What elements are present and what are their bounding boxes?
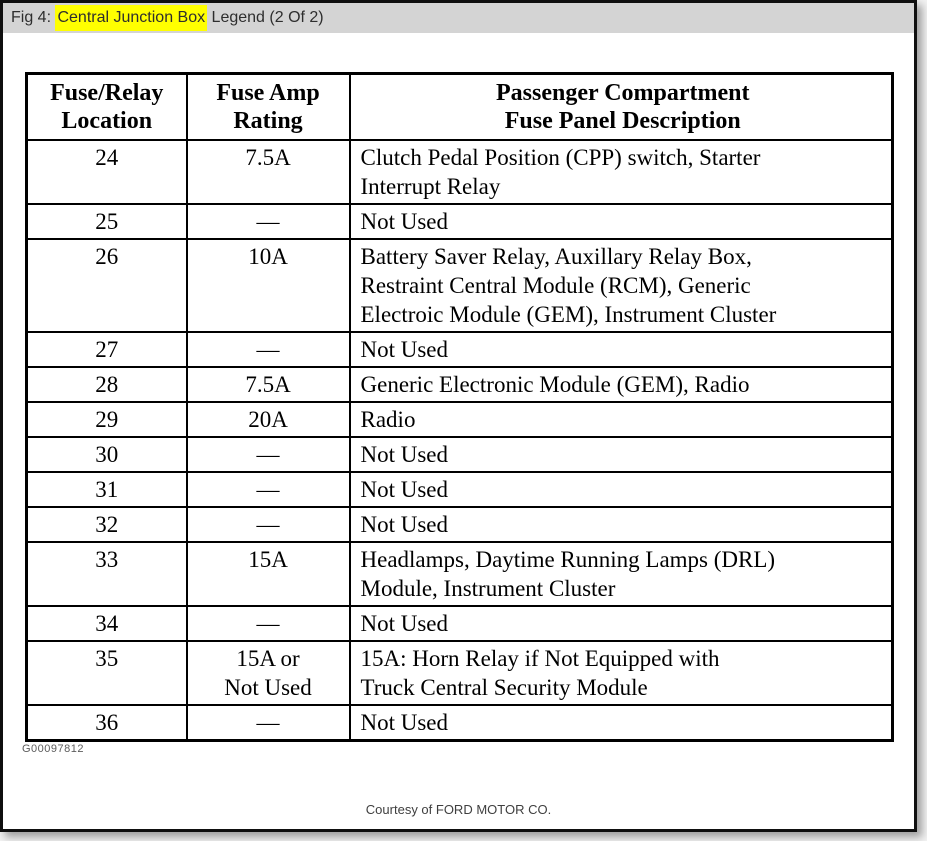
table-row: 28 7.5A Generic Electronic Module (GEM),… <box>25 366 894 403</box>
cell-rating: — <box>185 203 351 240</box>
table-row: 34 — Not Used <box>25 605 894 642</box>
cell-rating: — <box>185 605 351 642</box>
cell-rating: 20A <box>185 401 351 438</box>
table-row: 32 — Not Used <box>25 506 894 543</box>
table-row: 27 — Not Used <box>25 331 894 368</box>
cell-description: Generic Electronic Module (GEM), Radio <box>348 366 894 403</box>
cell-location: 31 <box>25 471 188 508</box>
cell-description: Not Used <box>348 605 894 642</box>
cell-description: Not Used <box>348 506 894 543</box>
cell-rating: 15A <box>185 541 351 607</box>
cell-location: 34 <box>25 605 188 642</box>
cell-description: Not Used <box>348 331 894 368</box>
figure-caption-suffix: Legend (2 Of 2) <box>207 9 324 26</box>
cell-location: 36 <box>25 704 188 742</box>
cell-rating: 7.5A <box>185 366 351 403</box>
cell-description: Headlamps, Daytime Running Lamps (DRL) M… <box>348 541 894 607</box>
table-row: 33 15A Headlamps, Daytime Running Lamps … <box>25 541 894 607</box>
cell-rating: 7.5A <box>185 139 351 205</box>
cell-description: Not Used <box>348 704 894 742</box>
table-row: 36 — Not Used <box>25 704 894 742</box>
cell-description: 15A: Horn Relay if Not Equipped with Tru… <box>348 640 894 706</box>
cell-location: 35 <box>25 640 188 706</box>
cell-description: Not Used <box>348 436 894 473</box>
figure-caption-prefix: Fig 4: <box>11 9 56 26</box>
courtesy-note: Courtesy of FORD MOTOR CO. <box>365 802 552 817</box>
table-row: 24 7.5A Clutch Pedal Position (CPP) swit… <box>25 139 894 205</box>
cell-rating: — <box>185 436 351 473</box>
cell-location: 28 <box>25 366 188 403</box>
figure-reference-code: G00097812 <box>22 743 84 755</box>
table-row: 26 10A Battery Saver Relay, Auxillary Re… <box>25 238 894 333</box>
cell-rating: 10A <box>185 238 351 333</box>
cell-location: 26 <box>25 238 188 333</box>
cell-rating: — <box>185 506 351 543</box>
table-row: 35 15A or Not Used 15A: Horn Relay if No… <box>25 640 894 706</box>
header-fuse-relay-location: Fuse/Relay Location <box>25 72 188 141</box>
cell-rating: — <box>185 331 351 368</box>
cell-description: Not Used <box>348 203 894 240</box>
cell-location: 30 <box>25 436 188 473</box>
table-row: 25 — Not Used <box>25 203 894 240</box>
fuse-panel-table: Fuse/Relay Location Fuse Amp Rating Pass… <box>25 72 894 742</box>
figure-caption-bar: Fig 4: Central Junction Box Legend (2 Of… <box>3 3 914 33</box>
table-row: 29 20A Radio <box>25 401 894 438</box>
figure-page: Fig 4: Central Junction Box Legend (2 Of… <box>0 0 917 832</box>
cell-location: 24 <box>25 139 188 205</box>
cell-rating: — <box>185 704 351 742</box>
table-row: 31 — Not Used <box>25 471 894 508</box>
cell-description: Not Used <box>348 471 894 508</box>
cell-description: Clutch Pedal Position (CPP) switch, Star… <box>348 139 894 205</box>
header-fuse-panel-description: Passenger Compartment Fuse Panel Descrip… <box>348 72 894 141</box>
cell-rating: 15A or Not Used <box>185 640 351 706</box>
table-header-row: Fuse/Relay Location Fuse Amp Rating Pass… <box>25 72 894 141</box>
header-fuse-amp-rating: Fuse Amp Rating <box>185 72 351 141</box>
cell-location: 32 <box>25 506 188 543</box>
cell-location: 27 <box>25 331 188 368</box>
cell-description: Radio <box>348 401 894 438</box>
cell-description: Battery Saver Relay, Auxillary Relay Box… <box>348 238 894 333</box>
table-row: 30 — Not Used <box>25 436 894 473</box>
cell-location: 33 <box>25 541 188 607</box>
cell-rating: — <box>185 471 351 508</box>
figure-caption-highlight: Central Junction Box <box>55 5 208 31</box>
cell-location: 25 <box>25 203 188 240</box>
cell-location: 29 <box>25 401 188 438</box>
